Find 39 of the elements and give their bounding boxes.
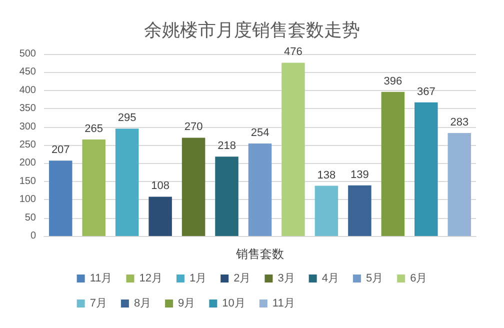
data-label: 218 [218,140,236,152]
legend-label: 8月 [134,298,152,310]
data-label: 476 [284,46,302,58]
y-tick-label: 450 [19,66,36,78]
x-axis-title: 销售套数 [235,247,284,261]
data-label: 108 [151,180,170,192]
legend-label: 12月 [139,272,162,284]
data-label: 207 [51,144,70,156]
y-tick-label: 50 [24,212,36,224]
data-label: 270 [184,121,203,134]
y-tick-label: 150 [19,176,36,187]
legend-label: 6月 [410,272,428,284]
y-tick-label: 350 [19,103,36,114]
data-label: 367 [416,86,436,98]
y-tick-label: 500 [19,48,36,60]
y-tick-label: 400 [19,84,36,96]
legend-label: 1月 [189,272,207,284]
y-tick-label: 0 [30,230,36,242]
data-label: 254 [250,127,270,140]
legend-label: 2月 [234,272,251,284]
data-label: 396 [384,75,402,88]
y-tick-label: 200 [19,158,36,169]
chart-title: 余姚楼市月度销售套数走势 [144,20,360,40]
legend-label: 9月 [178,298,196,310]
legend-label: 4月 [322,272,339,284]
y-tick-label: 250 [19,140,36,150]
legend-label: 10月 [222,298,246,310]
legend-label: 11月 [272,298,295,310]
legend-label: 5月 [366,272,384,284]
data-label: 139 [350,168,369,181]
legend-label: 3月 [278,272,295,284]
data-label: 265 [84,123,104,136]
legend-label: 7月 [90,298,107,310]
y-tick-label: 300 [19,121,36,132]
y-tick-label: 100 [19,194,36,206]
legend-label: 11月 [90,272,112,284]
data-label: 295 [118,112,136,124]
data-label: 138 [317,169,336,182]
data-label: 283 [450,116,469,128]
